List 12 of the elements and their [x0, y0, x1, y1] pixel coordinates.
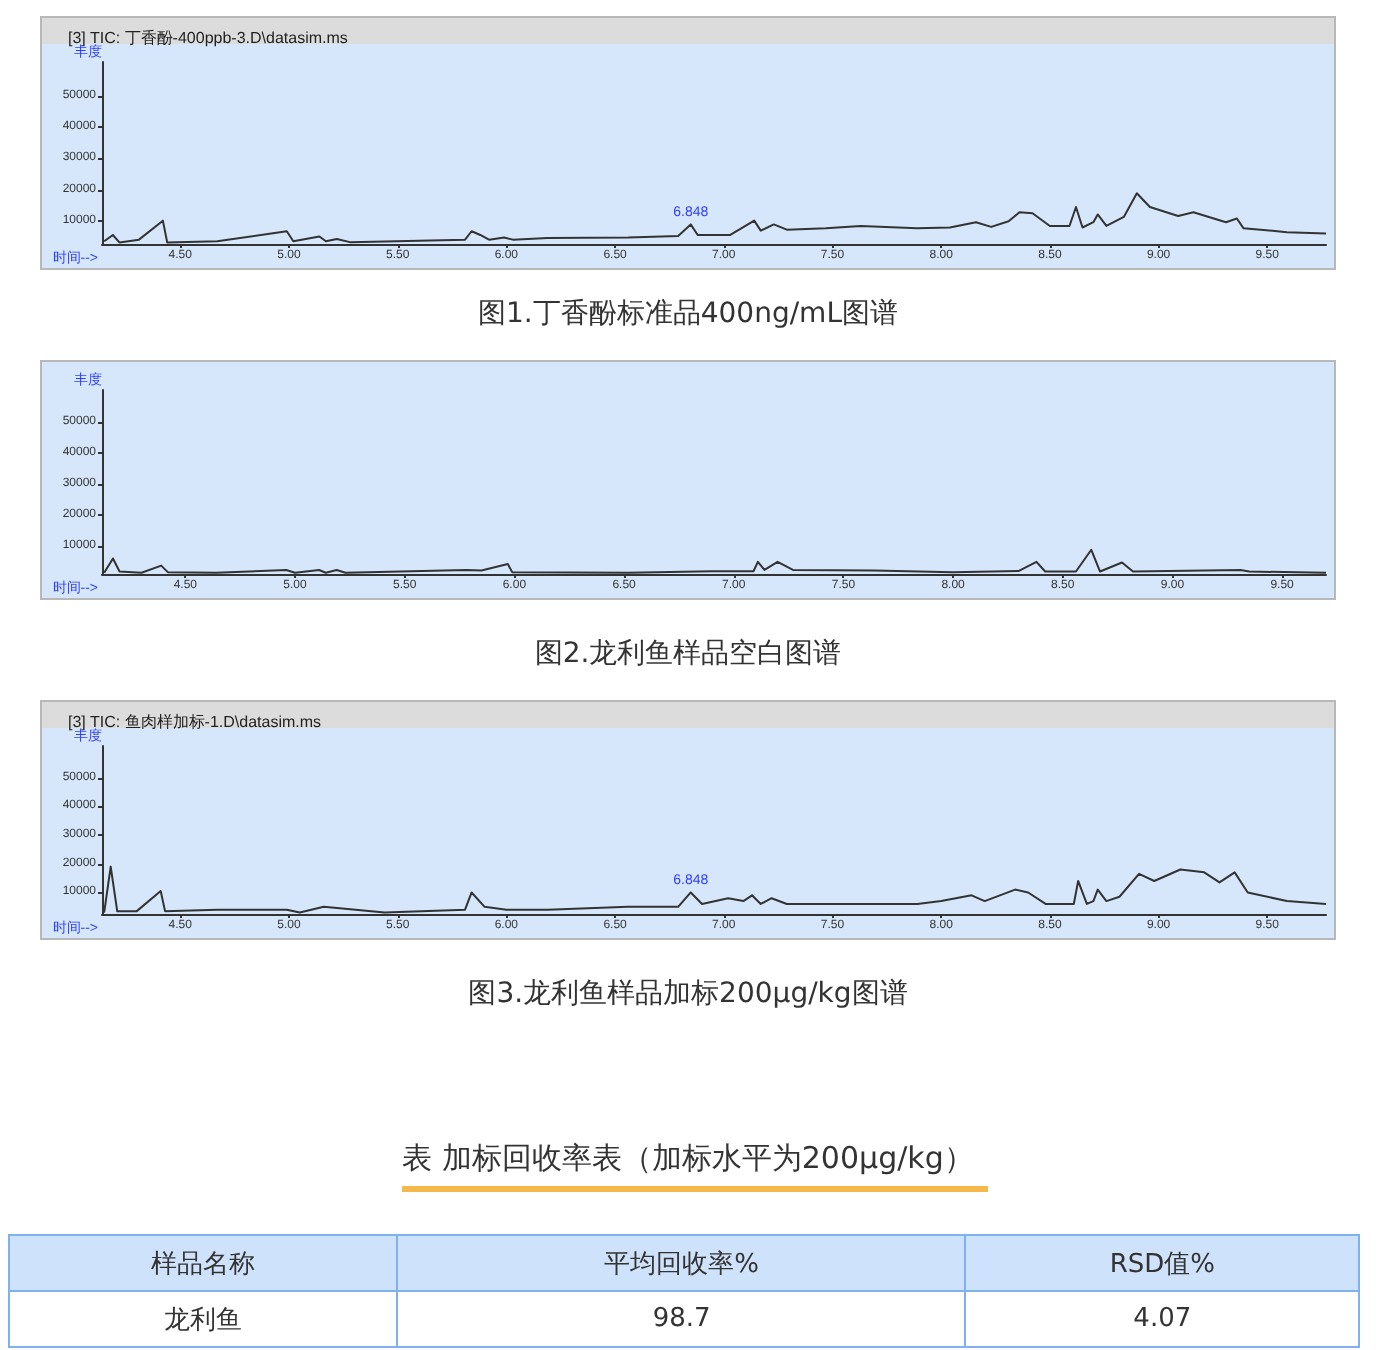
text: 4.07 — [965, 1291, 1359, 1347]
text: 98.7 — [397, 1291, 966, 1347]
chart-title: [3] TIC: 鱼肉样加标-1.D\datasim.ms — [68, 713, 322, 731]
text: 龙利鱼 — [9, 1291, 398, 1347]
caption: 图3.龙利鱼样品加标200μg/kg图谱 — [466, 976, 910, 1012]
text: 样品名称 — [9, 1235, 398, 1291]
text: 平均回收率% — [397, 1235, 966, 1291]
caption: 图1.丁香酚标准品400ng/mL图谱 — [476, 296, 900, 332]
text: 表 加标回收率表（加标水平为200μg/kg） — [400, 1140, 976, 1178]
text: RSD值% — [965, 1235, 1359, 1291]
caption: 图2.龙利鱼样品空白图谱 — [532, 636, 844, 672]
chart-title: [3] TIC: 丁香酚-400ppb-3.D\datasim.ms — [68, 29, 348, 47]
